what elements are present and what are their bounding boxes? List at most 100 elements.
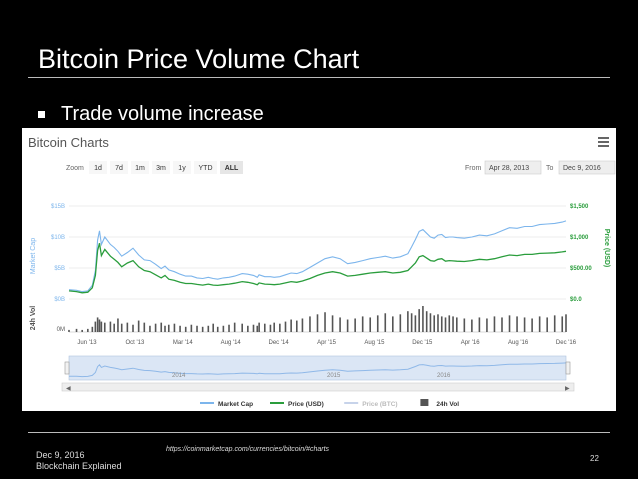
volume-bar [444, 317, 447, 332]
zoom-button-bg-5 [194, 161, 217, 174]
scroll-right-arrow-icon[interactable]: ▶ [565, 386, 570, 392]
footer-subtitle: Blockchain Explained [36, 461, 122, 471]
navigator-range[interactable] [68, 355, 567, 381]
volume-bar [241, 323, 243, 332]
legend-item[interactable]: 24h Vol [436, 401, 459, 408]
volume-bar [207, 325, 210, 332]
zoom-button-1y[interactable]: 1y [178, 165, 186, 172]
x-tick-label: Dec '16 [556, 340, 577, 346]
volume-bar [414, 315, 417, 332]
volume-bar [120, 323, 123, 332]
source-link[interactable]: https://coinmarketcap.com/currencies/bit… [166, 446, 330, 453]
navigator-tick-label: 2015 [327, 373, 341, 379]
volume-bar [109, 321, 112, 332]
x-tick-label: Aug '16 [508, 340, 529, 346]
bullet-text: Trade volume increase [61, 103, 264, 125]
zoom-button-3m[interactable]: 3m [156, 165, 166, 172]
volume-bar [269, 324, 272, 332]
volume-bar [222, 325, 225, 332]
navigator-tick-label: 2016 [437, 373, 451, 379]
volume-bar [437, 314, 439, 332]
volume-bar [376, 315, 379, 332]
zoom-button-7d[interactable]: 7d [115, 165, 123, 172]
navigator-scrollbar[interactable] [61, 382, 575, 392]
volume-bar [309, 316, 311, 332]
volume-bar [478, 317, 481, 332]
volume-bar [433, 315, 436, 332]
x-tick-label: Mar '14 [173, 340, 193, 346]
square-bullet-icon [38, 111, 45, 118]
volume-bar [399, 314, 402, 332]
volume-bar [91, 326, 94, 332]
to-date-input[interactable]: Dec 9, 2016 [563, 165, 601, 172]
volume-bar [425, 311, 428, 332]
volume-bar [546, 317, 548, 332]
volume-tick-label: 0M [57, 327, 65, 333]
volume-bar [531, 318, 533, 332]
x-tick-label: Apr '15 [317, 340, 336, 346]
from-label: From [465, 165, 482, 172]
zoom-button-1d[interactable]: 1d [94, 165, 102, 172]
x-tick-label: Oct '13 [125, 340, 144, 346]
volume-bar [81, 329, 83, 332]
left-tick-label: $0B [54, 297, 65, 303]
volume-bar [407, 311, 409, 332]
volume-bar [538, 316, 541, 332]
volume-bar [316, 314, 319, 332]
zoom-button-bg-0 [89, 161, 107, 174]
zoom-button-1m[interactable]: 1m [135, 165, 145, 172]
hamburger-menu-icon[interactable] [598, 137, 609, 147]
volume-bar [126, 322, 129, 332]
to-label: To [546, 165, 554, 172]
navigator-right-handle[interactable] [565, 361, 571, 375]
zoom-button-bg-1 [110, 161, 128, 174]
volume-bar [167, 324, 170, 332]
left-tick-label: $5B [54, 266, 65, 272]
volume-bar [501, 317, 503, 332]
volume-bar [324, 312, 326, 332]
legend-item[interactable]: Price (USD) [288, 401, 324, 408]
volume-bar [456, 317, 458, 332]
volume-bar [160, 322, 163, 332]
right-axis-title: Price (USD) [603, 229, 610, 268]
volume-bar [418, 309, 420, 332]
legend-item[interactable]: Market Cap [218, 401, 253, 408]
x-tick-label: Apr '16 [461, 340, 480, 346]
volume-bar [196, 325, 198, 332]
volume-bar [94, 321, 97, 332]
zoom-button-bg-4 [173, 161, 191, 174]
volume-bar [252, 324, 255, 332]
footer-date: Dec 9, 2016 [36, 450, 85, 460]
zoom-button-all[interactable]: ALL [225, 165, 239, 172]
volume-bar [516, 316, 518, 332]
x-tick-label: Dec '14 [269, 340, 290, 346]
zoom-button-bg-6 [220, 161, 243, 174]
left-tick-label: $15B [51, 204, 65, 210]
zoom-button-ytd[interactable]: YTD [199, 165, 213, 172]
volume-bar [98, 319, 101, 332]
volume-bar [228, 324, 230, 332]
volume-bar [295, 320, 298, 332]
volume-bar [201, 326, 204, 332]
left-axis-title: Market Cap [30, 238, 37, 274]
volume-bar [410, 313, 413, 332]
right-tick-label: $500.00 [570, 266, 592, 272]
legend-item[interactable]: Price (BTC) [362, 401, 397, 408]
volume-bar [369, 317, 372, 332]
volume-bar [173, 323, 176, 332]
volume-bar [392, 316, 394, 332]
x-tick-label: Jun '13 [77, 340, 97, 346]
zoom-label: Zoom [66, 165, 84, 172]
navigator-tick-label: 2014 [172, 373, 186, 379]
volume-bar [422, 306, 424, 332]
volume-bar [339, 317, 341, 332]
volume-bar [212, 323, 215, 332]
volume-bar [247, 325, 249, 332]
volume-bar [361, 316, 364, 332]
volume-bar [256, 325, 259, 332]
zoom-button-bg-2 [131, 161, 149, 174]
scroll-left-arrow-icon[interactable]: ◀ [66, 386, 71, 392]
from-date-input[interactable]: Apr 28, 2013 [489, 165, 529, 172]
volume-bar [103, 322, 106, 332]
navigator-left-handle[interactable] [64, 361, 70, 375]
